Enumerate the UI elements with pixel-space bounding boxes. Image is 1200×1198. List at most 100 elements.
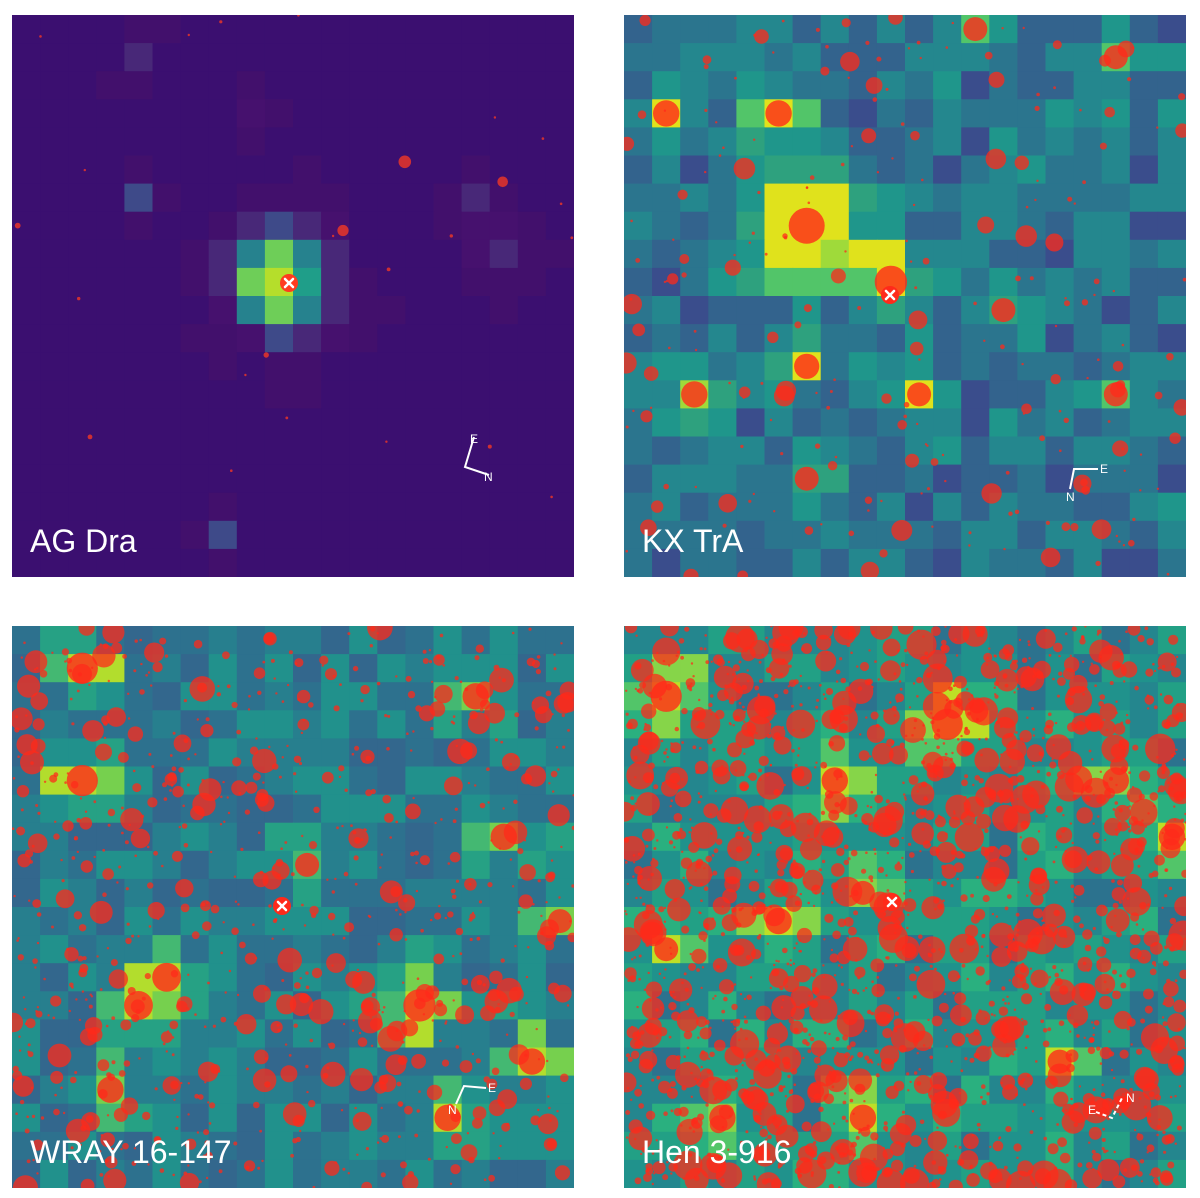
source-marker	[147, 797, 158, 808]
pixel	[489, 878, 519, 908]
source-marker	[907, 913, 910, 916]
source-marker	[301, 834, 304, 838]
source-marker	[981, 1084, 986, 1089]
source-marker	[1114, 801, 1119, 805]
source-marker	[53, 1108, 60, 1116]
source-marker	[1027, 643, 1031, 647]
source-marker	[685, 860, 713, 887]
bright-source-marker	[124, 991, 153, 1020]
source-marker	[1065, 765, 1093, 793]
source-marker	[1003, 1165, 1008, 1170]
source-marker	[555, 746, 559, 749]
source-marker	[927, 1131, 948, 1151]
source-marker	[483, 1178, 487, 1181]
pixel	[545, 408, 574, 438]
source-marker	[904, 648, 908, 653]
source-marker	[1034, 105, 1040, 111]
source-marker	[102, 892, 107, 897]
source-marker	[945, 1153, 949, 1157]
source-marker	[929, 1055, 933, 1060]
source-marker	[860, 561, 880, 577]
source-marker	[744, 1037, 748, 1041]
source-marker	[181, 823, 188, 829]
pixel	[489, 907, 519, 936]
source-marker	[790, 1089, 794, 1092]
source-marker	[1092, 1033, 1095, 1037]
source-marker	[673, 846, 676, 849]
source-marker	[934, 907, 937, 911]
source-marker	[1021, 1078, 1026, 1082]
source-marker	[688, 887, 692, 890]
source-marker	[917, 629, 920, 633]
source-marker	[877, 678, 880, 681]
source-marker	[932, 756, 955, 779]
source-marker	[1163, 1150, 1167, 1154]
source-marker	[993, 1014, 996, 1017]
source-marker	[1021, 1018, 1024, 1021]
source-marker	[842, 1010, 858, 1026]
pixel	[848, 766, 878, 796]
source-marker	[357, 1037, 368, 1047]
pixel	[68, 155, 97, 185]
source-marker	[625, 1110, 631, 1115]
source-marker	[1022, 26, 1025, 30]
source-marker	[1017, 881, 1020, 884]
pixel	[680, 520, 709, 550]
source-marker	[47, 1014, 50, 1017]
source-marker	[395, 820, 399, 824]
pixel	[377, 99, 406, 128]
pixel	[152, 15, 182, 44]
source-marker	[380, 1172, 386, 1178]
source-marker	[980, 1162, 998, 1180]
source-marker	[743, 720, 746, 723]
source-marker	[244, 809, 251, 815]
pixel	[680, 99, 709, 128]
source-marker	[679, 254, 690, 264]
source-marker	[638, 954, 642, 958]
source-marker	[257, 802, 260, 805]
source-marker	[894, 1011, 899, 1016]
pixel	[1129, 267, 1159, 297]
source-marker	[1030, 892, 1044, 906]
pixel	[236, 267, 266, 297]
source-marker	[734, 1027, 737, 1030]
source-marker	[642, 828, 655, 842]
pixel	[792, 267, 822, 297]
pixel	[764, 211, 794, 241]
pixel	[180, 408, 210, 438]
source-marker	[1018, 1080, 1024, 1085]
source-marker	[380, 853, 383, 856]
source-marker	[468, 917, 473, 922]
source-marker	[1057, 677, 1066, 686]
pixel	[652, 1131, 681, 1161]
pixel	[293, 324, 322, 353]
source-marker	[903, 796, 907, 799]
source-marker	[1083, 1036, 1086, 1039]
pixel	[405, 380, 435, 409]
pixel	[433, 626, 463, 655]
pixel	[848, 211, 878, 241]
source-marker	[354, 745, 360, 751]
pixel	[545, 239, 574, 269]
pixel	[180, 155, 210, 185]
source-marker	[37, 811, 41, 815]
source-marker	[821, 892, 825, 895]
source-marker	[902, 793, 906, 796]
source-marker	[105, 1024, 109, 1028]
source-marker	[489, 970, 503, 984]
source-marker	[754, 685, 760, 691]
pixel	[208, 520, 238, 550]
source-marker	[808, 994, 811, 997]
source-marker	[825, 687, 834, 696]
source-marker	[755, 1005, 772, 1021]
source-marker	[963, 728, 971, 736]
source-marker	[798, 939, 801, 942]
source-marker	[370, 626, 376, 632]
source-marker	[236, 729, 242, 735]
source-marker	[1126, 897, 1130, 900]
source-marker	[208, 1122, 212, 1125]
source-marker	[336, 826, 339, 830]
source-marker	[1144, 695, 1155, 705]
source-marker	[1137, 635, 1145, 643]
source-marker	[734, 1069, 738, 1073]
